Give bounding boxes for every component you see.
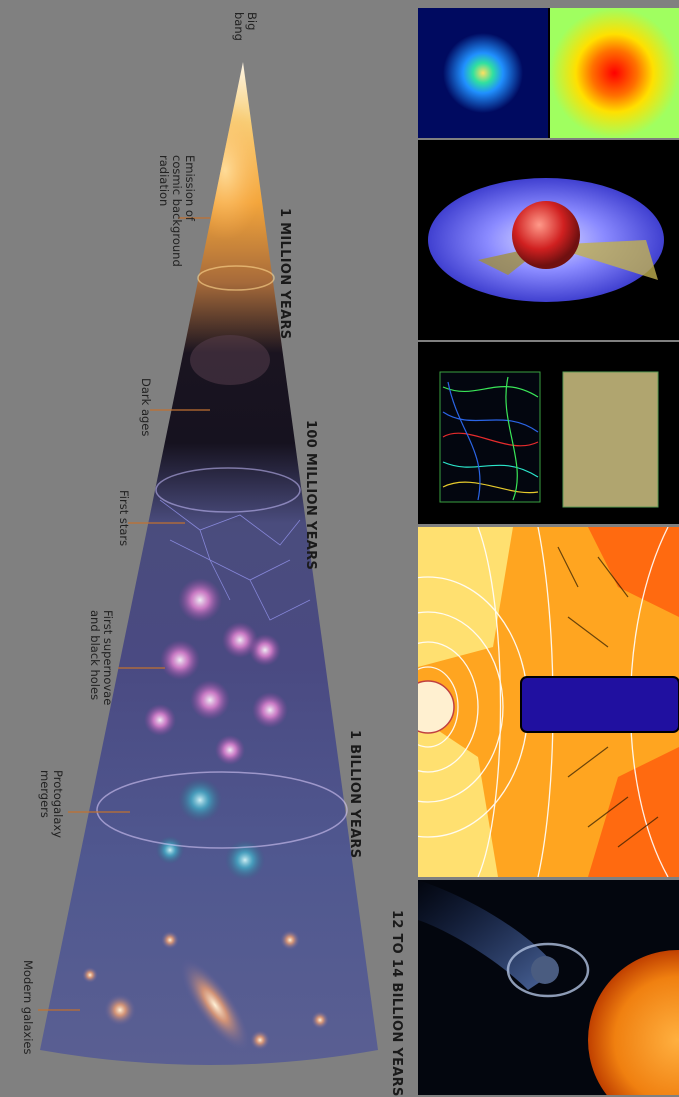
cosmic-timeline-cone (38, 62, 378, 1065)
panel-density-heatmaps (418, 8, 679, 138)
central-object (418, 680, 455, 734)
epoch-label-100my: 100 MILLION YEARS (303, 420, 318, 571)
epoch-ring-1 (197, 265, 275, 291)
stage-label-modern-galaxies: Modern galaxies (21, 960, 35, 1055)
epoch-ring-3 (96, 771, 348, 849)
stage-label-first-stars: First stars (117, 490, 131, 547)
planet-rings (506, 942, 590, 998)
stage-label-big-bang: Big bang (232, 12, 259, 41)
epoch-label-12-14by: 12 TO 14 BILLION YEARS (389, 910, 404, 1097)
stage-label-protogalaxy: Protogalaxy mergers (38, 770, 65, 838)
epoch-label-1by: 1 BILLION YEARS (347, 730, 362, 859)
cube-streamlines (439, 371, 541, 503)
epoch-label-1my: 1 MILLION YEARS (277, 208, 292, 340)
panel-field-cubes (418, 342, 679, 524)
jet-channel (520, 676, 679, 733)
exoplanet (531, 956, 559, 984)
stage-label-cmb: Emission of cosmic background radiation (157, 155, 197, 267)
panel-exoplanet-star (418, 880, 679, 1095)
cube-density (562, 371, 659, 508)
epoch-ring-2 (155, 467, 301, 513)
star-sphere (512, 201, 580, 269)
host-star (588, 950, 679, 1095)
stage-label-dark-ages: Dark ages (139, 378, 153, 437)
heatmap-right (550, 8, 679, 138)
stage-label-supernovae: First supernovae and black holes (88, 610, 115, 706)
panel-velocity-field (418, 527, 679, 877)
panel-accretion-disk (418, 140, 679, 340)
